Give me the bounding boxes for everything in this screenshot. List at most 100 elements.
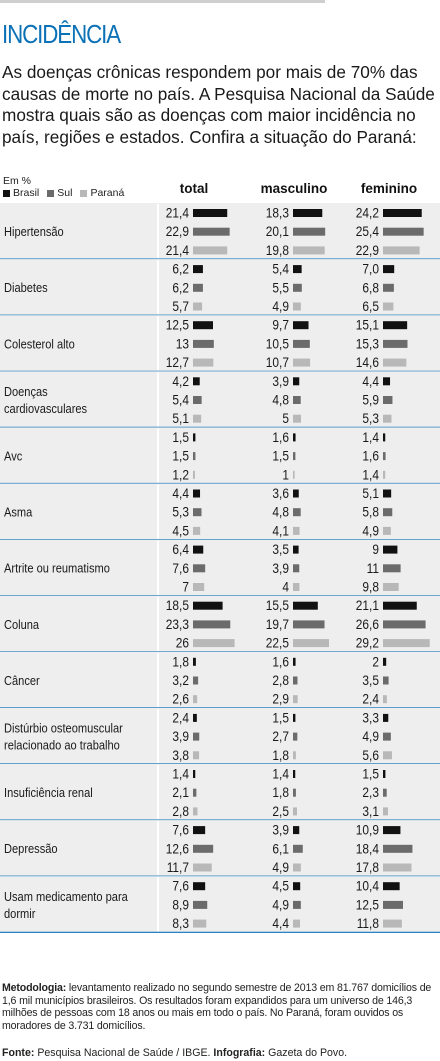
category-label-depressao: Depressão	[4, 841, 58, 856]
bar-insuficiencia-renal-sul-feminino	[383, 788, 387, 797]
row-band-colesterol-alto	[0, 315, 440, 372]
bar-diabetes-sul-masculino	[293, 283, 302, 292]
bar-diabetes-parana-feminino	[383, 302, 394, 311]
legend-swatch-sul	[47, 189, 55, 197]
legend: Brasil Sul Paraná	[3, 187, 124, 199]
credit-label: Infografia:	[213, 1047, 266, 1059]
bar-cancer-sul-feminino	[383, 676, 389, 685]
bar-asma-parana-feminino	[383, 526, 391, 535]
row-band-artrite-ou-reumatismo	[0, 539, 440, 596]
value-diabetes-sul-feminino: 6,8	[362, 280, 379, 296]
value-doencas-cardiovasculares-brasil-feminino: 4,4	[362, 374, 379, 390]
value-hipertensao-sul-total: 22,9	[166, 224, 189, 240]
row-band-doencas-cardiovasculares	[0, 371, 440, 428]
bar-insuficiencia-renal-brasil-masculino	[293, 770, 296, 778]
value-coluna-parana-total: 26	[176, 636, 189, 652]
value-hipertensao-brasil-feminino: 24,2	[356, 206, 379, 222]
row-band-depressao	[0, 820, 440, 877]
legend-item-parana: Paraná	[80, 187, 124, 199]
category-label-artrite-ou-reumatismo: Artrite ou reumatismo	[4, 561, 110, 576]
bar-hipertensao-brasil-masculino	[293, 209, 323, 217]
bar-colesterol-alto-brasil-masculino	[293, 321, 309, 330]
value-avc-sul-masculino: 1,5	[272, 449, 289, 465]
value-artrite-ou-reumatismo-parana-total: 7	[182, 580, 189, 596]
value-doencas-cardiovasculares-parana-masculino: 5	[282, 411, 289, 427]
category-label-doencas-cardiovasculares-line-1: Doenças	[4, 384, 48, 399]
top-rule	[0, 0, 325, 3]
bar-coluna-parana-masculino	[293, 639, 329, 648]
bar-cancer-brasil-feminino	[383, 657, 387, 666]
intro-text: As doenças crônicas respondem por mais d…	[2, 62, 435, 147]
bar-cancer-brasil-total	[193, 657, 196, 666]
bar-artrite-ou-reumatismo-brasil-masculino	[293, 545, 299, 554]
value-depressao-sul-feminino: 18,4	[356, 841, 379, 857]
value-doencas-cardiovasculares-sul-total: 5,4	[172, 393, 189, 409]
value-coluna-brasil-masculino: 15,5	[266, 598, 289, 614]
value-usam-medicamento-para-dormir-parana-masculino: 4,4	[272, 916, 289, 932]
value-depressao-brasil-masculino: 3,9	[272, 823, 289, 839]
value-depressao-parana-feminino: 17,8	[356, 860, 379, 876]
value-diabetes-brasil-total: 6,2	[172, 262, 189, 278]
bar-colesterol-alto-sul-total	[193, 339, 214, 348]
bar-asma-brasil-masculino	[293, 489, 299, 498]
bar-insuficiencia-renal-brasil-feminino	[383, 770, 386, 778]
bar-disturbio-osteomuscular-relacionado-ao-trabalho-brasil-masculino	[293, 713, 296, 722]
bar-artrite-ou-reumatismo-brasil-feminino	[383, 545, 398, 554]
value-usam-medicamento-para-dormir-parana-total: 8,3	[172, 916, 189, 932]
value-disturbio-osteomuscular-relacionado-ao-trabalho-sul-total: 3,9	[172, 729, 189, 745]
value-cancer-brasil-masculino: 1,6	[272, 654, 289, 670]
value-asma-sul-feminino: 5,8	[362, 505, 379, 521]
bar-usam-medicamento-para-dormir-sul-feminino	[383, 900, 403, 909]
legend-label-sul: Sul	[57, 187, 73, 199]
bar-doencas-cardiovasculares-parana-total	[193, 414, 202, 423]
bar-cancer-brasil-masculino	[293, 657, 296, 666]
value-asma-sul-total: 5,3	[172, 505, 189, 521]
category-label-coluna: Coluna	[4, 617, 40, 632]
column-header-feminino: feminino	[360, 181, 418, 196]
bar-artrite-ou-reumatismo-parana-masculino	[293, 583, 300, 591]
value-avc-brasil-total: 1,5	[172, 430, 189, 446]
bar-hipertensao-brasil-feminino	[383, 209, 422, 217]
value-cancer-sul-masculino: 2,8	[272, 673, 289, 689]
bar-insuficiencia-renal-parana-total	[193, 807, 198, 816]
bar-depressao-brasil-feminino	[383, 826, 401, 835]
value-asma-parana-masculino: 4,1	[272, 523, 289, 539]
value-depressao-brasil-total: 7,6	[172, 823, 189, 839]
value-coluna-sul-total: 23,3	[166, 617, 189, 633]
value-insuficiencia-renal-sul-feminino: 2,3	[362, 785, 379, 801]
bar-avc-brasil-total	[193, 433, 196, 442]
value-colesterol-alto-parana-feminino: 14,6	[356, 355, 379, 371]
methodology-label: Metodologia:	[2, 982, 67, 994]
value-coluna-brasil-feminino: 21,1	[356, 598, 379, 614]
value-cancer-parana-feminino: 2,4	[362, 692, 379, 708]
row-band-diabetes	[0, 259, 440, 316]
bar-diabetes-brasil-masculino	[293, 265, 302, 274]
bar-diabetes-brasil-feminino	[383, 265, 395, 274]
value-avc-sul-total: 1,5	[172, 449, 189, 465]
bar-diabetes-parana-masculino	[293, 302, 301, 311]
legend-item-brasil: Brasil	[3, 187, 39, 199]
bar-usam-medicamento-para-dormir-sul-masculino	[293, 900, 301, 909]
value-avc-brasil-masculino: 1,6	[272, 430, 289, 446]
bar-colesterol-alto-sul-masculino	[293, 339, 310, 348]
category-label-hipertensao: Hipertensão	[4, 224, 64, 239]
value-avc-sul-feminino: 1,6	[362, 449, 379, 465]
bar-avc-parana-masculino	[293, 470, 295, 479]
category-label-doencas-cardiovasculares-line-2: cardiovasculares	[4, 401, 87, 416]
value-diabetes-brasil-masculino: 5,4	[272, 262, 289, 278]
value-avc-parana-feminino: 1,4	[362, 467, 379, 483]
value-depressao-sul-total: 12,6	[166, 841, 189, 857]
value-depressao-brasil-feminino: 10,9	[356, 823, 379, 839]
bar-depressao-brasil-total	[193, 826, 206, 835]
value-doencas-cardiovasculares-parana-total: 5,1	[172, 411, 189, 427]
source-note: Fonte: Pesquisa Nacional de Saúde / IBGE…	[2, 1047, 438, 1060]
bar-asma-brasil-total	[193, 489, 201, 498]
bar-artrite-ou-reumatismo-parana-feminino	[383, 583, 399, 591]
value-coluna-brasil-total: 18,5	[166, 598, 189, 614]
value-disturbio-osteomuscular-relacionado-ao-trabalho-parana-feminino: 5,6	[362, 748, 379, 764]
value-asma-parana-total: 4,5	[172, 523, 189, 539]
value-artrite-ou-reumatismo-brasil-feminino: 9	[372, 542, 379, 558]
bar-avc-sul-total	[193, 452, 196, 461]
value-colesterol-alto-brasil-feminino: 15,1	[356, 318, 379, 334]
bar-doencas-cardiovasculares-sul-feminino	[383, 396, 393, 404]
